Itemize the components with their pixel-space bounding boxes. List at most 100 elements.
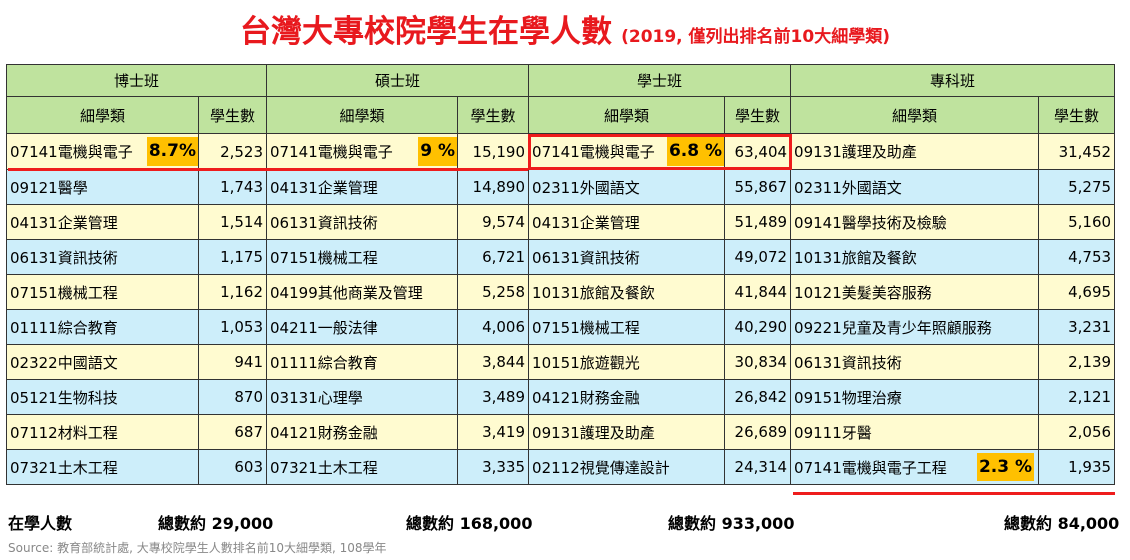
category-label: 02322中國語文 — [10, 353, 118, 372]
category-cell: 01111綜合教育 — [266, 344, 459, 380]
count-cell: 55,867 — [724, 169, 792, 205]
column-header-count: 學生數 — [197, 96, 268, 134]
category-label: 06131資訊技術 — [10, 248, 118, 267]
category-cell: 07151機械工程 — [6, 274, 199, 310]
count-cell: 1,514 — [197, 204, 268, 240]
category-cell: 02311外國語文 — [528, 169, 726, 205]
category-label: 04131企業管理 — [532, 213, 640, 232]
table-row: 07141電機與電子 8.7% 2,523 07141電機與電子 9 % 15,190 07… — [6, 133, 1116, 170]
category-cell: 06131資訊技術 — [790, 344, 1040, 380]
category-cell: 06131資訊技術 — [6, 239, 199, 275]
count-cell: 24,314 — [724, 449, 792, 485]
category-cell: 07141電機與電子工程 2.3 % — [790, 449, 1040, 485]
category-cell: 07141電機與電子 6.8 % — [528, 133, 726, 170]
category-cell: 09131護理及助產 — [528, 414, 726, 450]
category-label: 07141電機與電子 — [10, 143, 133, 161]
category-label: 03131心理學 — [270, 388, 363, 407]
column-header-count: 學生數 — [457, 96, 530, 134]
count-cell: 14,890 — [457, 169, 530, 205]
category-label: 10131旅館及餐飲 — [794, 248, 917, 267]
category-label: 04131企業管理 — [270, 178, 378, 197]
category-cell: 10151旅遊觀光 — [528, 344, 726, 380]
category-label: 07321土木工程 — [270, 458, 378, 477]
category-label: 02311外國語文 — [532, 178, 640, 197]
category-cell: 04121財務金融 — [266, 414, 459, 450]
count-cell: 1,175 — [197, 239, 268, 275]
category-label: 04121財務金融 — [270, 423, 378, 442]
category-cell: 09221兒童及青少年照顧服務 — [790, 309, 1040, 345]
category-cell: 04199其他商業及管理 — [266, 274, 459, 310]
count-cell: 3,419 — [457, 414, 530, 450]
category-label: 07321土木工程 — [10, 458, 118, 477]
group-header: 博士班 — [5, 64, 268, 97]
enrollment-table: 博士班 碩士班 學士班 專科班 細學類 學生數 細學類 學生數 細學類 學生數 … — [5, 64, 1116, 485]
column-header-count: 學生數 — [1038, 96, 1116, 134]
category-cell: 01111綜合教育 — [6, 309, 199, 345]
count-cell: 51,489 — [724, 204, 792, 240]
total-doctoral: 總數約 29,000 — [158, 514, 274, 533]
category-label: 06131資訊技術 — [794, 353, 902, 372]
table-row: 01111綜合教育 1,053 04211一般法律 4,006 07151機械工程 40,… — [6, 309, 1116, 345]
count-cell: 603 — [197, 449, 268, 485]
table-row: 05121生物科技 870 03131心理學 3,489 04121財務金融 26,842… — [6, 379, 1116, 415]
count-cell: 3,231 — [1038, 309, 1116, 345]
group-header: 碩士班 — [266, 64, 530, 97]
category-label: 06131資訊技術 — [532, 248, 640, 267]
category-label: 07151機械工程 — [270, 248, 378, 267]
category-cell: 09141醫學技術及檢驗 — [790, 204, 1040, 240]
category-cell: 02112視覺傳達設計 — [528, 449, 726, 485]
table-row: 07112材料工程 687 04121財務金融 3,419 09131護理及助產 26,6… — [6, 414, 1116, 450]
count-cell: 5,258 — [457, 274, 530, 310]
category-label: 07151機械工程 — [532, 318, 640, 337]
count-cell: 687 — [197, 414, 268, 450]
category-cell: 10131旅館及餐飲 — [528, 274, 726, 310]
count-cell: 9,574 — [457, 204, 530, 240]
category-cell: 04121財務金融 — [528, 379, 726, 415]
chart-title-block: 台灣大專校院學生在學人數 (2019, 僅列出排名前10大細學類) — [0, 6, 1130, 51]
source-note: Source: 教育部統計處, 大專校院學生人數排名前10大細學類, 108學年 — [8, 541, 387, 555]
category-label: 06131資訊技術 — [270, 213, 378, 232]
category-cell: 07141電機與電子 9 % — [266, 133, 459, 170]
count-cell: 49,072 — [724, 239, 792, 275]
category-cell: 09111牙醫 — [790, 414, 1040, 450]
count-cell: 6,721 — [457, 239, 530, 275]
chart-subtitle: (2019, 僅列出排名前10大細學類) — [621, 27, 890, 47]
category-label: 07112材料工程 — [10, 423, 118, 442]
total-master: 總數約 168,000 — [406, 514, 533, 533]
category-label: 09131護理及助產 — [794, 143, 917, 161]
count-cell: 3,335 — [457, 449, 530, 485]
chart-title: 台灣大專校院學生在學人數 — [240, 14, 612, 50]
count-cell: 1,935 — [1038, 449, 1116, 485]
count-cell: 26,689 — [724, 414, 792, 450]
category-cell: 06131資訊技術 — [266, 204, 459, 240]
count-cell: 2,139 — [1038, 344, 1116, 380]
category-cell: 09151物理治療 — [790, 379, 1040, 415]
percent-badge: 8.7% — [146, 137, 198, 166]
table-row: 02322中國語文 941 01111綜合教育 3,844 10151旅遊觀光 30,83… — [6, 344, 1116, 380]
table-row: 07321土木工程 603 07321土木工程 3,335 02112視覺傳達設計 24,… — [6, 449, 1116, 485]
count-cell: 2,523 — [197, 133, 268, 170]
count-cell: 4,695 — [1038, 274, 1116, 310]
category-cell: 07321土木工程 — [6, 449, 199, 485]
count-cell: 30,834 — [724, 344, 792, 380]
count-cell: 5,275 — [1038, 169, 1116, 205]
category-cell: 05121生物科技 — [6, 379, 199, 415]
table-row: 04131企業管理 1,514 06131資訊技術 9,574 04131企業管理 51,… — [6, 204, 1116, 240]
count-cell: 3,489 — [457, 379, 530, 415]
category-cell: 07112材料工程 — [6, 414, 199, 450]
category-label: 10131旅館及餐飲 — [532, 283, 655, 302]
total-bachelor: 總數約 933,000 — [668, 514, 795, 533]
category-cell: 09131護理及助產 — [790, 133, 1040, 170]
column-header-category: 細學類 — [528, 96, 726, 134]
category-label: 07141電機與電子工程 — [794, 458, 947, 477]
percent-badge: 9 % — [418, 137, 457, 166]
category-cell: 07141電機與電子 8.7% — [6, 133, 199, 170]
total-associate: 總數約 84,000 — [1004, 514, 1120, 533]
category-label: 10151旅遊觀光 — [532, 353, 640, 372]
category-cell: 06131資訊技術 — [528, 239, 726, 275]
column-header-count: 學生數 — [724, 96, 792, 134]
category-label: 04121財務金融 — [532, 388, 640, 407]
count-cell: 63,404 — [724, 133, 792, 170]
category-cell: 09121醫學 — [6, 169, 199, 205]
category-label: 09111牙醫 — [794, 423, 872, 442]
